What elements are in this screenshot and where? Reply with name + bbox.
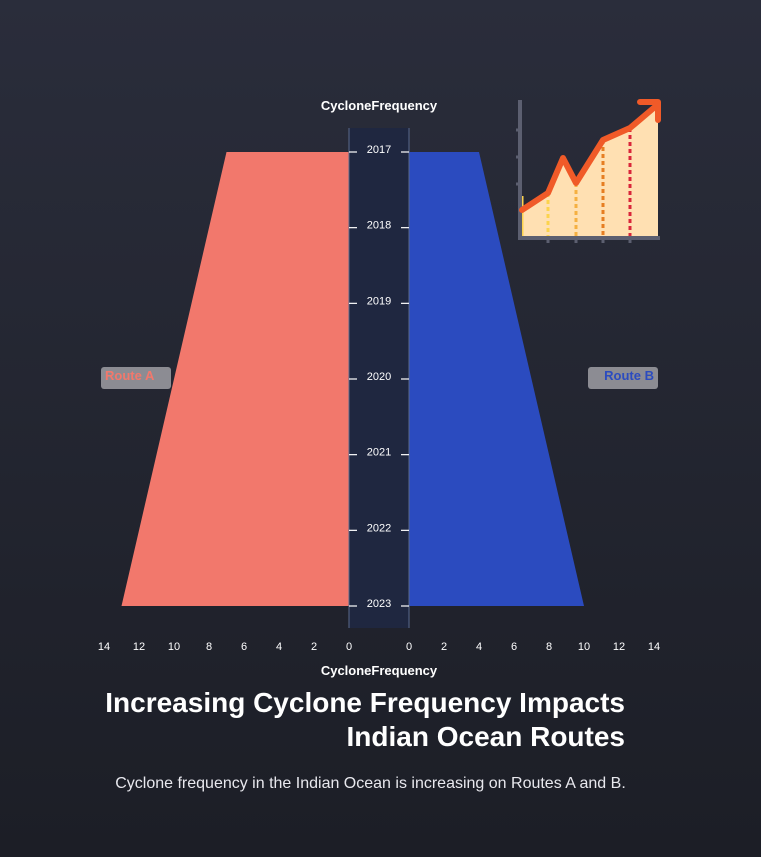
legend-route-b: Route B bbox=[588, 367, 658, 389]
route-b-area-group bbox=[409, 151, 585, 607]
year-tick-label: 2018 bbox=[367, 220, 391, 232]
x-tick-label-left: 12 bbox=[133, 641, 145, 653]
year-tick-label: 2022 bbox=[367, 522, 391, 534]
year-axis: 2017 2018 2019 2020 2021 2022 2023 bbox=[348, 128, 410, 628]
x-tick-label-left: 0 bbox=[346, 641, 352, 653]
x-tick-label-right: 6 bbox=[511, 641, 517, 653]
x-tick-label-right: 8 bbox=[546, 641, 552, 653]
year-tick-label: 2021 bbox=[367, 447, 391, 459]
x-tick-label-left: 2 bbox=[311, 641, 317, 653]
x-tick-label-left: 10 bbox=[168, 641, 180, 653]
year-axis-band bbox=[349, 128, 409, 628]
x-tick-label-left: 4 bbox=[276, 641, 282, 653]
x-tick-label-right: 2 bbox=[441, 641, 447, 653]
chart-title-text: Increasing Cyclone Frequency Impacts Ind… bbox=[105, 687, 625, 752]
chart-subtitle: Cyclone frequency in the Indian Ocean is… bbox=[115, 775, 626, 792]
route-b-area bbox=[409, 152, 584, 606]
year-tick-label: 2020 bbox=[367, 371, 391, 383]
x-tick-label-left: 8 bbox=[206, 641, 212, 653]
legend-route-a: Route A bbox=[101, 367, 171, 389]
x-tick-label-left: 6 bbox=[241, 641, 247, 653]
bottom-axis-label: CycloneFrequency bbox=[321, 663, 438, 678]
chart-title: Increasing Cyclone Frequency Impacts Ind… bbox=[65, 686, 625, 754]
x-tick-label-right: 0 bbox=[406, 641, 412, 653]
x-tick-label-right: 12 bbox=[613, 641, 625, 653]
year-tick-label: 2017 bbox=[367, 144, 391, 156]
frequency-axis: 14 12 10 8 6 4 2 0 0 2 4 6 8 10 12 14 bbox=[98, 641, 660, 653]
x-tick-label-right: 14 bbox=[648, 641, 660, 653]
route-a-area bbox=[121, 152, 349, 606]
x-tick-label-left: 14 bbox=[98, 641, 110, 653]
x-tick-label-right: 10 bbox=[578, 641, 590, 653]
route-a-area-group bbox=[121, 151, 349, 607]
year-tick-label: 2019 bbox=[367, 295, 391, 307]
x-tick-label-right: 4 bbox=[476, 641, 482, 653]
growth-chart-icon bbox=[516, 99, 661, 243]
top-axis-label: CycloneFrequency bbox=[321, 98, 438, 113]
year-tick-label: 2023 bbox=[367, 598, 391, 610]
